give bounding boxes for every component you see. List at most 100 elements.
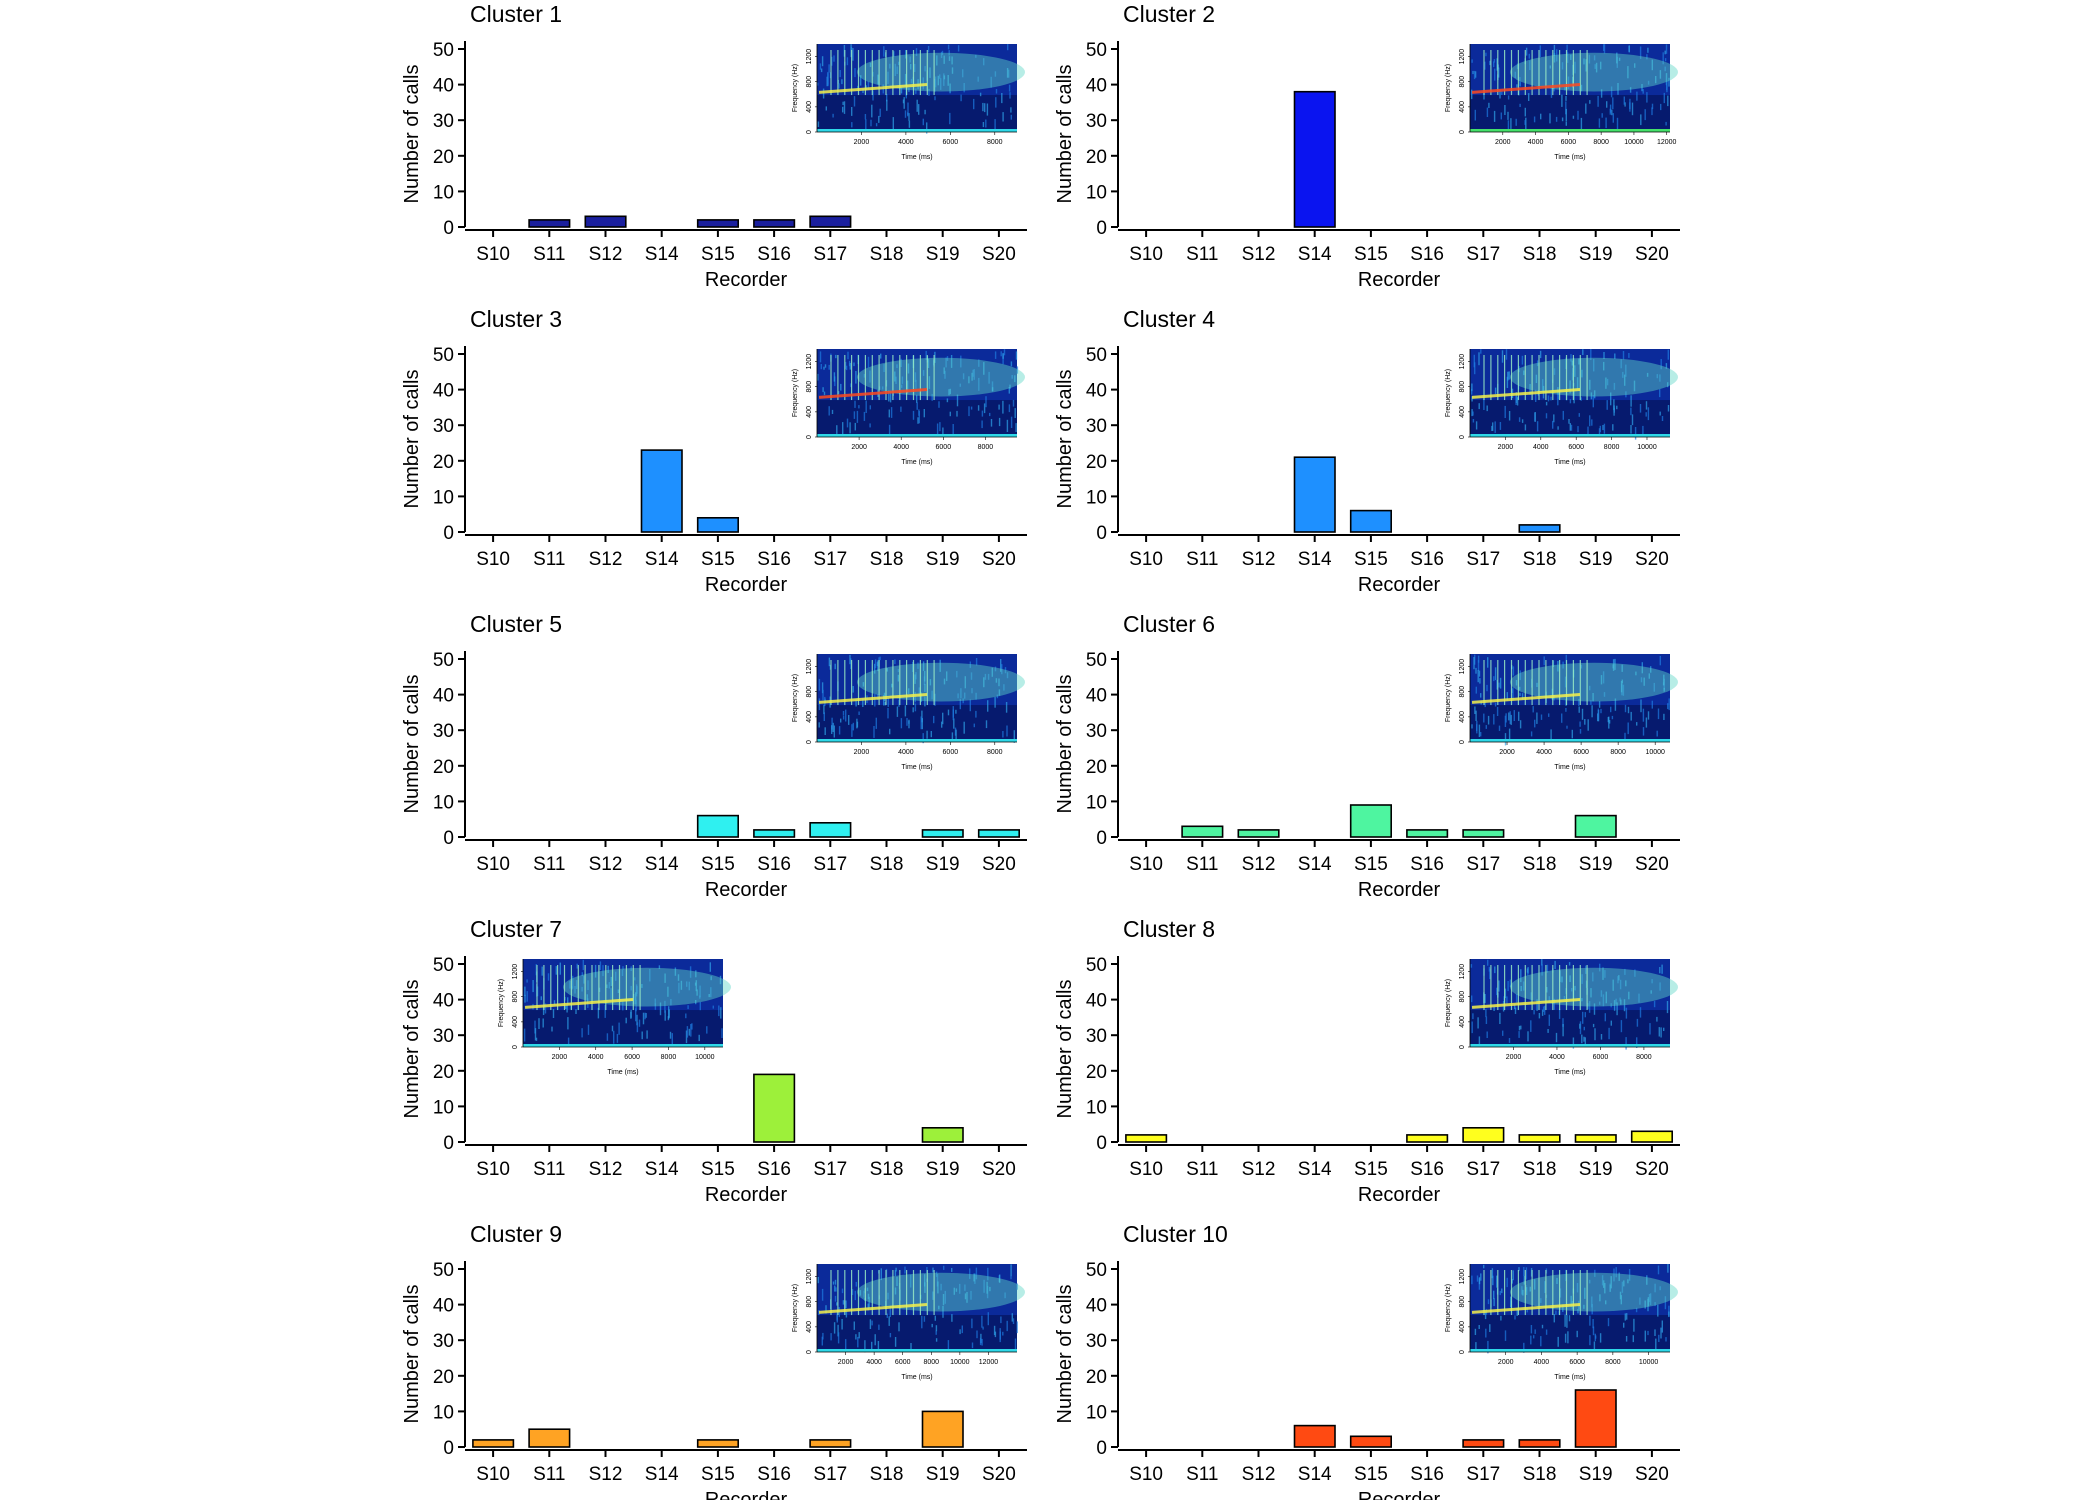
x-tick-label: S17 (813, 549, 847, 570)
spectrogram-texture (542, 1006, 545, 1015)
spectrogram-texture (1008, 84, 1011, 92)
spectrogram-texture (1510, 714, 1512, 725)
spectrogram-texture (1561, 976, 1563, 983)
y-tick-label: 50 (433, 1260, 454, 1281)
spectrogram-texture (671, 1033, 673, 1046)
x-tick-label: S18 (870, 244, 904, 265)
spectrogram-texture (973, 369, 975, 380)
inset-x-tick-label: 2000 (1498, 1359, 1514, 1366)
spectrogram-texture (1635, 1307, 1638, 1313)
spectrogram-texture (1565, 654, 1567, 664)
spectrogram-texture (820, 68, 823, 73)
spectrogram-texture (602, 965, 604, 977)
spectrogram-texture (524, 994, 526, 1003)
spectrogram-texture (534, 1020, 536, 1034)
spectrogram-baseline (1470, 739, 1670, 742)
inset-y-tick-label: 400 (1459, 711, 1466, 723)
spectrogram-texture (1525, 47, 1528, 56)
spectrogram-texture (1516, 63, 1519, 70)
spectrogram-texture (1620, 999, 1622, 1005)
bar (1293, 456, 1336, 533)
spectrogram-texture (1499, 1290, 1501, 1296)
spectrogram-texture (1533, 116, 1536, 123)
spectrogram-texture (1660, 1327, 1662, 1339)
spectrogram-texture (1525, 1267, 1528, 1280)
spectrogram-texture (1616, 52, 1618, 64)
spectrogram-texture (1547, 1029, 1549, 1033)
spectrogram-texture (955, 729, 957, 740)
spectrogram-texture (933, 715, 935, 724)
spectrogram-texture (1547, 395, 1550, 402)
spectrogram-texture (901, 384, 903, 388)
spectrogram-texture (825, 106, 827, 111)
spectrogram-texture (819, 63, 822, 70)
spectrogram-texture (977, 405, 980, 411)
spectrogram-texture (840, 383, 842, 391)
spectrogram-texture (973, 1273, 975, 1282)
spectrogram-texture (1620, 1020, 1623, 1033)
spectrogram-texture (1480, 1273, 1482, 1281)
bar (809, 1439, 852, 1448)
spectrogram-texture (523, 1028, 526, 1042)
spectrogram-texture (687, 1005, 689, 1010)
spectrogram-texture (1589, 1279, 1591, 1284)
spectrogram-texture (685, 1030, 688, 1044)
spectrogram-texture (906, 380, 909, 394)
spectrogram-texture (1471, 388, 1473, 395)
spectrogram-texture (1520, 969, 1522, 983)
spectrogram-texture (869, 405, 871, 410)
spectrogram-low-band (1470, 705, 1670, 742)
inset-y-tick-label: 400 (1459, 1016, 1466, 1028)
y-axis-title: Number of calls (1054, 675, 1076, 814)
bar (753, 219, 796, 228)
spectrogram-texture (1584, 1037, 1586, 1047)
spectrogram-texture (1587, 426, 1589, 435)
spectrogram-texture (1602, 671, 1605, 684)
x-tick-label: S14 (645, 854, 679, 875)
spectrogram-texture (1518, 711, 1520, 721)
spectrogram-texture (1589, 379, 1591, 390)
spectrogram-texture (1515, 680, 1518, 686)
spectrogram-texture (1515, 118, 1517, 126)
spectrogram-texture (1564, 1314, 1566, 1327)
x-axis-title: Recorder (705, 1184, 788, 1206)
inset-y-axis-title: Frequency (Hz) (1445, 979, 1452, 1027)
spectrogram-texture (1523, 981, 1525, 991)
spectrogram-texture (1589, 685, 1591, 691)
spectrogram-texture (1016, 1321, 1018, 1334)
y-tick-label: 30 (1086, 111, 1107, 132)
spectrogram-texture (834, 1295, 837, 1302)
spectrogram-texture (526, 979, 528, 983)
x-tick-label: S12 (1242, 1464, 1276, 1485)
spectrogram-texture (604, 1005, 606, 1018)
x-tick-label: S17 (1466, 549, 1500, 570)
spectrogram-texture (694, 982, 697, 986)
spectrogram-texture (1664, 58, 1667, 62)
x-tick-label: S15 (701, 244, 735, 265)
x-tick-label: S20 (982, 1159, 1016, 1180)
spectrogram-texture (934, 693, 936, 706)
spectrogram-texture (524, 986, 526, 997)
inset-y-tick-label: 800 (806, 381, 813, 393)
spectrogram-texture (630, 1011, 632, 1019)
bar (696, 1439, 740, 1448)
spectrogram-texture (939, 74, 941, 79)
spectrogram-texture (1636, 1037, 1638, 1048)
inset-y-tick-label: 0 (806, 435, 813, 439)
spectrogram-texture (998, 678, 1000, 687)
spectrogram-texture (849, 654, 851, 665)
spectrogram-texture (1610, 706, 1612, 713)
y-tick-label: 10 (433, 1097, 454, 1118)
spectrogram-texture (1498, 980, 1500, 992)
spectrogram-texture (659, 1002, 662, 1016)
y-tick-label: 20 (433, 757, 454, 778)
x-tick-label: S18 (1523, 1464, 1557, 1485)
x-tick-label: S17 (1466, 854, 1500, 875)
inset-y-tick-label: 1200 (1459, 49, 1466, 65)
spectrogram-texture (946, 671, 948, 681)
spectrogram-texture (1477, 660, 1480, 671)
